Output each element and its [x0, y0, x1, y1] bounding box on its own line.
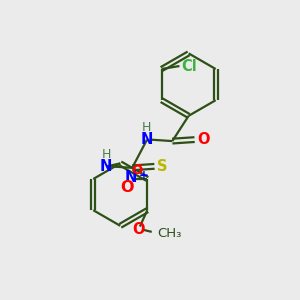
Text: -: -: [135, 157, 141, 172]
Text: O: O: [121, 180, 134, 195]
Text: +: +: [138, 169, 148, 182]
Text: CH₃: CH₃: [158, 227, 182, 241]
Text: N: N: [140, 132, 153, 147]
Text: H: H: [142, 121, 151, 134]
Text: Cl: Cl: [182, 58, 197, 74]
Text: O: O: [132, 222, 145, 237]
Text: S: S: [158, 159, 168, 174]
Text: O: O: [198, 132, 210, 147]
Text: N: N: [100, 159, 112, 174]
Text: O: O: [132, 164, 143, 177]
Text: N: N: [125, 170, 137, 185]
Text: H: H: [102, 148, 111, 161]
